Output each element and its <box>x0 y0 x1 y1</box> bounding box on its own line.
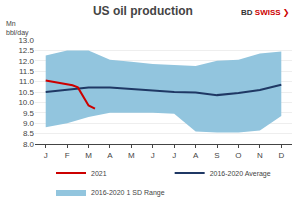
svg-text:J: J <box>172 151 176 160</box>
svg-text:12.5: 12.5 <box>18 46 34 55</box>
svg-text:BD SWISS ❯: BD SWISS ❯ <box>241 8 290 17</box>
svg-text:S: S <box>214 151 219 160</box>
svg-text:A: A <box>193 151 199 160</box>
svg-text:N: N <box>257 151 263 160</box>
svg-text:2016-2020 Average: 2016-2020 Average <box>210 170 271 178</box>
svg-text:9.5: 9.5 <box>23 109 35 118</box>
svg-text:US oil production: US oil production <box>93 4 193 18</box>
svg-text:13.0: 13.0 <box>18 36 34 45</box>
svg-text:2021: 2021 <box>91 170 107 177</box>
svg-text:J: J <box>44 151 48 160</box>
svg-text:M: M <box>85 151 92 160</box>
svg-text:A: A <box>107 151 113 160</box>
svg-text:Mnbbl/day: Mnbbl/day <box>6 20 29 37</box>
svg-text:M: M <box>128 151 135 160</box>
svg-text:9.0: 9.0 <box>23 119 35 128</box>
svg-text:11.0: 11.0 <box>19 77 35 86</box>
svg-text:10.5: 10.5 <box>18 88 34 97</box>
svg-text:8.0: 8.0 <box>23 140 35 149</box>
svg-text:D: D <box>278 151 284 160</box>
svg-text:F: F <box>65 151 70 160</box>
svg-text:O: O <box>235 151 241 160</box>
svg-text:12.0: 12.0 <box>18 57 34 66</box>
svg-text:2016-2020 1 SD Range: 2016-2020 1 SD Range <box>91 189 165 197</box>
svg-text:8.5: 8.5 <box>23 129 35 138</box>
svg-text:11.5: 11.5 <box>19 67 35 76</box>
svg-text:10.0: 10.0 <box>18 98 34 107</box>
svg-text:J: J <box>151 151 155 160</box>
